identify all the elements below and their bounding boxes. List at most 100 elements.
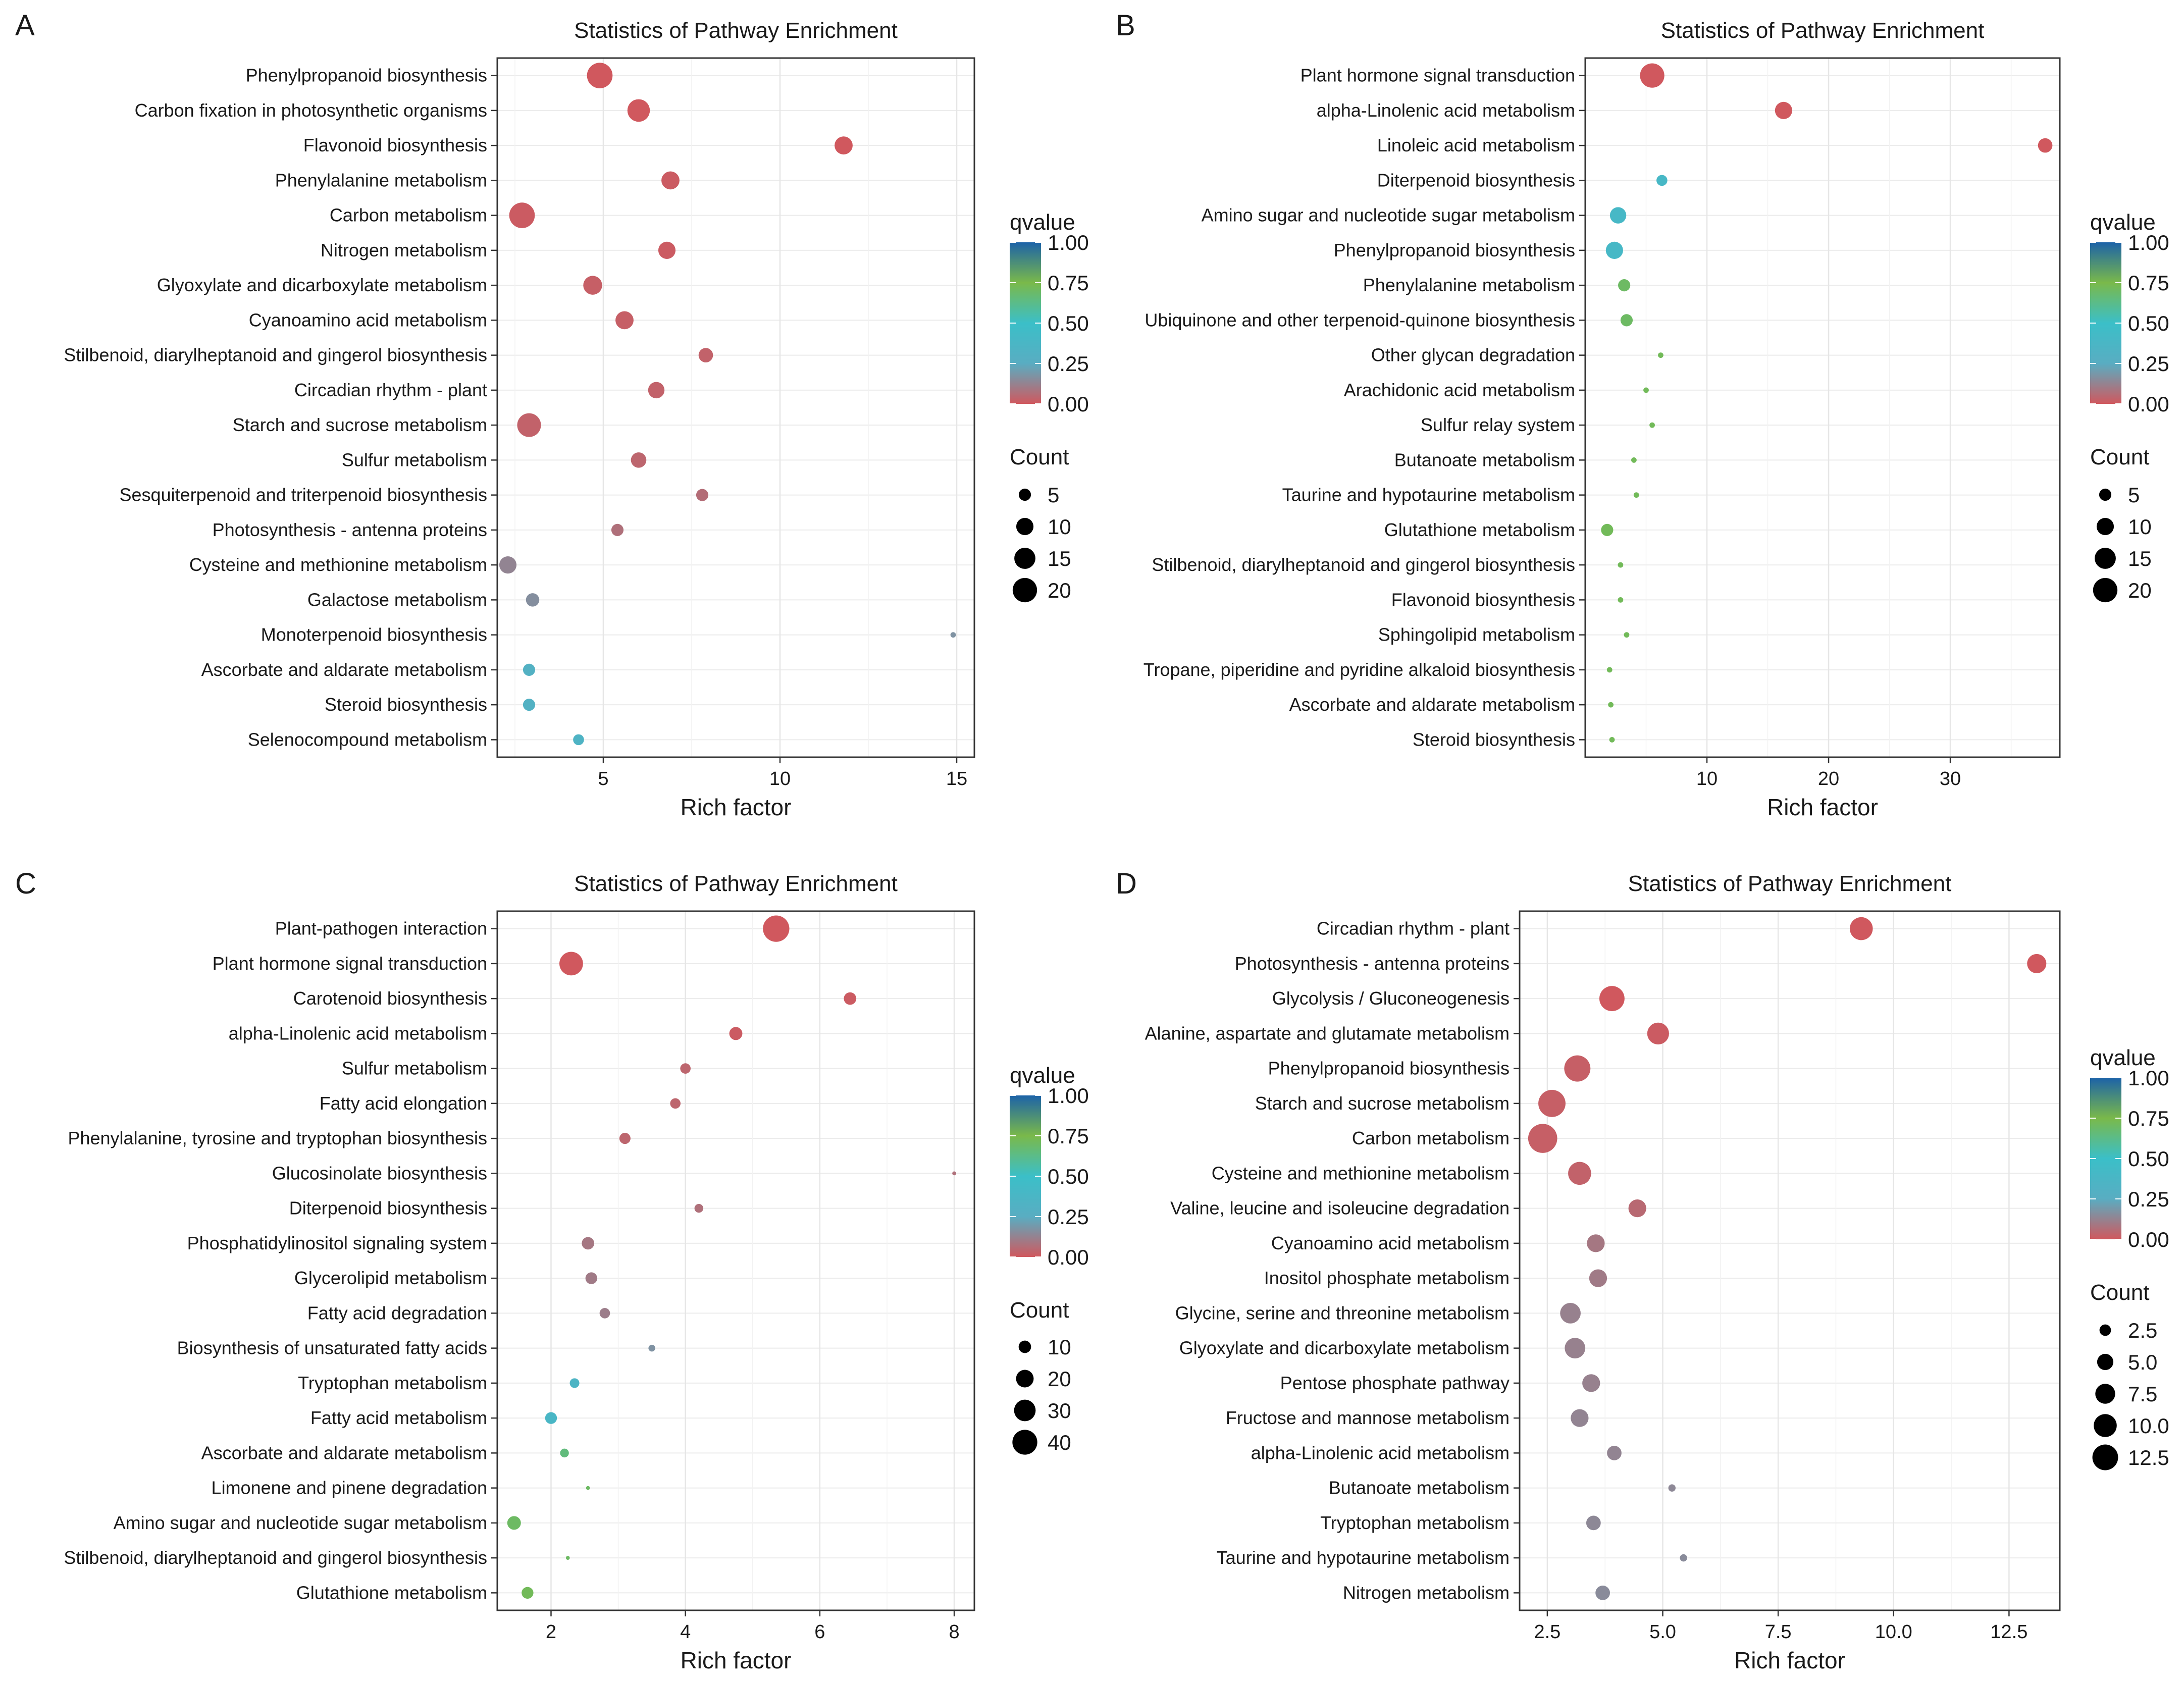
qvalue-legend-title: qvalue [1010,210,1075,235]
y-tick-label: Butanoate metabolism [1329,1478,1510,1498]
x-tick-label: 2 [546,1621,556,1643]
y-tick-label: alpha-Linolenic acid metabolism [1251,1442,1510,1463]
plot-frame [496,910,975,1611]
x-tick-label: 15 [946,768,967,790]
y-tick-label: Photosynthesis - antenna proteins [1235,953,1510,974]
colorbar-tick-label: 0.75 [1048,1124,1089,1148]
y-tick-label: Cysteine and methionine metabolism [1212,1163,1510,1183]
data-point [1595,1585,1610,1600]
data-point [573,734,584,746]
colorbar-tick-label: 0.75 [2128,1107,2169,1130]
data-point [1582,1374,1600,1392]
data-point [1649,422,1655,428]
x-tick-label: 10 [769,768,791,790]
data-point [694,1203,704,1213]
data-point [648,1344,655,1352]
count-legend-dot [1018,488,1031,501]
y-tick-label: Amino sugar and nucleotide sugar metabol… [1202,205,1575,226]
data-point [507,1516,521,1530]
data-point [1640,63,1665,88]
grid [497,911,974,1610]
count-legend-dot [2096,517,2114,536]
qvalue-legend-title: qvalue [2090,1045,2156,1070]
x-tick-label: 4 [680,1621,691,1643]
y-tick-label: alpha-Linolenic acid metabolism [229,1023,487,1043]
count-legend-label: 5 [2128,483,2140,507]
data-point [585,1272,598,1284]
y-tick-label: Butanoate metabolism [1394,449,1575,470]
data-point [1565,1338,1586,1358]
data-point [509,202,535,228]
colorbar-tick-label: 0.75 [1048,271,1089,295]
colorbar-tick-label: 0.25 [2128,352,2169,376]
colorbar-tick-label: 0.00 [1048,1245,1089,1269]
x-tick-label: 12.5 [1990,1621,2027,1643]
y-tick-label: Glutathione metabolism [1384,519,1575,540]
panel-letter: C [15,867,36,900]
plot-frame [1584,57,2061,758]
data-point [661,171,680,190]
y-tick-label: Ascorbate and aldarate metabolism [1289,694,1575,715]
data-point [1618,279,1631,292]
panel-C: C Statistics of Pathway Enrichment Plant-p… [15,867,1089,1673]
data-point [1586,1515,1601,1531]
y-tick-label: Galactose metabolism [307,589,487,610]
data-point [565,1556,570,1560]
data-point [599,1308,610,1319]
data-point [545,1412,557,1424]
y-tick-label: Steroid biosynthesis [1413,729,1575,750]
data-point [1658,352,1663,358]
y-tick-label: Phenylalanine metabolism [1363,275,1575,295]
y-tick-label: Linoleic acid metabolism [1377,135,1575,155]
colorbar-tick-label: 1.00 [2128,1066,2169,1090]
y-tick-label: Carotenoid biosynthesis [293,988,487,1009]
y-tick-label: Phosphatidylinositol signaling system [187,1233,487,1253]
data-point [631,452,647,468]
data-point [1538,1089,1566,1117]
points [507,915,956,1599]
count-legend-label: 10 [1048,515,1071,539]
y-tick-label: Taurine and hypotaurine metabolism [1217,1547,1510,1568]
points [499,63,956,746]
count-legend-dot [1016,517,1034,536]
chart-title: Statistics of Pathway Enrichment [1661,18,1985,43]
data-point [1620,314,1633,327]
data-point [1618,562,1624,568]
y-tick-label: Phenylalanine metabolism [275,170,487,190]
data-point [763,915,790,942]
data-point [499,556,517,574]
count-legend-label: 7.5 [2128,1382,2157,1406]
x-tick-label: 5.0 [1649,1621,1676,1643]
y-tick-label: Ascorbate and aldarate metabolism [201,1442,487,1463]
y-tick-label: Taurine and hypotaurine metabolism [1282,485,1575,505]
y-tick-label: Phenylpropanoid biosynthesis [246,65,487,86]
count-legend-label: 2.5 [2128,1319,2157,1342]
data-point [569,1378,580,1388]
y-tick-label: Ubiquinone and other terpenoid-quinone b… [1145,309,1575,330]
y-tick-label: Circadian rhythm - plant [294,380,487,400]
count-legend-title: Count [1010,1298,1069,1323]
panel-letter: D [1116,867,1137,900]
y-tick-label: Fructose and mannose metabolism [1226,1407,1510,1428]
y-tick-label: Starch and sucrose metabolism [233,414,487,435]
grid [497,58,974,757]
x-tick-label: 8 [949,1621,960,1643]
count-legend-dot [1014,548,1035,569]
x-axis-label: Rich factor [681,1647,792,1673]
count-legend-label: 10 [1048,1335,1071,1359]
y-tick-label: Carbon metabolism [330,205,487,226]
colorbar-tick-label: 0.50 [1048,311,1089,335]
y-tick-label: Fatty acid metabolism [310,1407,487,1428]
y-tick-label: Flavonoid biosynthesis [1391,589,1575,610]
plot-background [497,911,974,1610]
y-tick-label: Selenocompound metabolism [248,729,487,750]
data-point [559,952,583,976]
chart-title: Statistics of Pathway Enrichment [574,18,898,43]
data-point [1624,632,1630,638]
y-tick-label: Sulfur metabolism [342,449,487,470]
data-point [517,413,541,437]
count-legend-dot [2093,577,2118,603]
points [1528,917,2047,1600]
x-tick-label: 30 [1940,768,1961,790]
data-point [696,489,709,501]
